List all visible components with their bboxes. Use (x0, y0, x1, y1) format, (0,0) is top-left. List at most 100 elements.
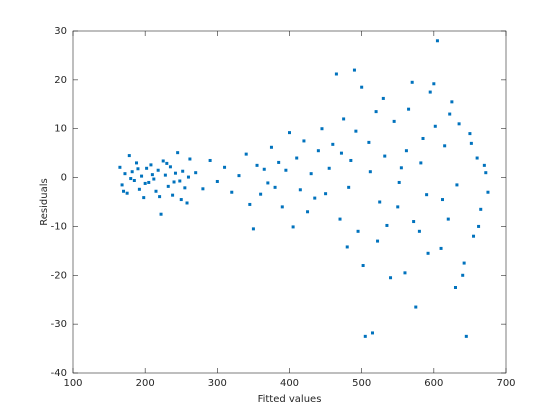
point (313, 196, 317, 200)
point (396, 205, 400, 209)
point (259, 192, 263, 196)
point (201, 187, 205, 191)
x-tick-label: 200 (136, 378, 155, 389)
point (374, 110, 378, 114)
point (176, 151, 180, 155)
point (163, 173, 167, 177)
point (166, 184, 170, 188)
point (120, 183, 124, 187)
x-tick-label: 500 (352, 378, 371, 389)
x-tick-label: 700 (496, 378, 515, 389)
point (215, 179, 219, 183)
point (432, 82, 436, 86)
point (269, 145, 273, 149)
point (150, 173, 154, 177)
y-tick-label: 0 (61, 173, 67, 184)
point (324, 192, 328, 196)
point (255, 163, 259, 167)
x-tick-label: 400 (280, 378, 299, 389)
point (143, 181, 147, 185)
point (178, 179, 182, 183)
point (477, 224, 481, 228)
x-tick-label: 300 (208, 378, 227, 389)
point (208, 158, 212, 162)
point (472, 234, 476, 238)
point (349, 158, 353, 162)
point (361, 264, 365, 268)
point (450, 100, 454, 104)
point (475, 156, 479, 160)
point (266, 181, 270, 185)
point (158, 195, 162, 199)
point (302, 139, 306, 143)
point (149, 163, 153, 167)
point (455, 183, 459, 187)
point (440, 198, 444, 202)
point (486, 190, 490, 194)
y-tick-label: 20 (54, 75, 67, 86)
point (412, 220, 416, 224)
point (403, 271, 407, 275)
x-tick-label: 600 (424, 378, 443, 389)
point (147, 180, 151, 184)
point (443, 144, 447, 148)
point (188, 157, 192, 161)
point (140, 174, 144, 178)
point (145, 166, 149, 170)
point (484, 171, 488, 175)
y-tick-label: -40 (51, 368, 67, 379)
point (154, 189, 158, 193)
point (468, 132, 472, 136)
point (161, 159, 165, 163)
point (404, 149, 408, 153)
point (419, 161, 423, 165)
point (168, 165, 172, 169)
y-tick-label: -20 (51, 270, 67, 281)
point (295, 156, 299, 160)
point (435, 39, 439, 43)
point (360, 85, 364, 89)
point (127, 154, 131, 158)
x-tick-label: 100 (63, 378, 82, 389)
point (251, 227, 255, 231)
point (156, 168, 160, 172)
axes-box (72, 30, 507, 374)
point (130, 170, 134, 174)
point (123, 172, 127, 176)
point (428, 90, 432, 94)
point (414, 305, 418, 309)
point (433, 124, 437, 128)
point (327, 166, 331, 170)
point (426, 251, 430, 255)
point (392, 119, 396, 123)
point (306, 210, 310, 214)
point (331, 142, 335, 146)
point (421, 136, 425, 140)
point (248, 202, 252, 206)
point (376, 239, 380, 243)
point (457, 122, 461, 126)
point (383, 154, 387, 158)
point (159, 212, 163, 216)
point (352, 68, 356, 72)
point (399, 166, 403, 170)
point (280, 205, 284, 209)
point (385, 223, 389, 227)
point (284, 168, 288, 172)
point (129, 177, 133, 181)
y-tick-label: 10 (54, 124, 67, 135)
point (446, 217, 450, 221)
y-axis-label: Residuals (39, 178, 50, 225)
point (479, 207, 483, 211)
point (338, 217, 342, 221)
y-tick-label: 30 (54, 26, 67, 37)
point (132, 179, 136, 183)
point (262, 167, 266, 171)
point (277, 160, 281, 164)
point (165, 161, 169, 165)
point (237, 174, 241, 178)
point (417, 229, 421, 233)
point (482, 163, 486, 167)
point (142, 196, 146, 200)
point (171, 193, 175, 197)
